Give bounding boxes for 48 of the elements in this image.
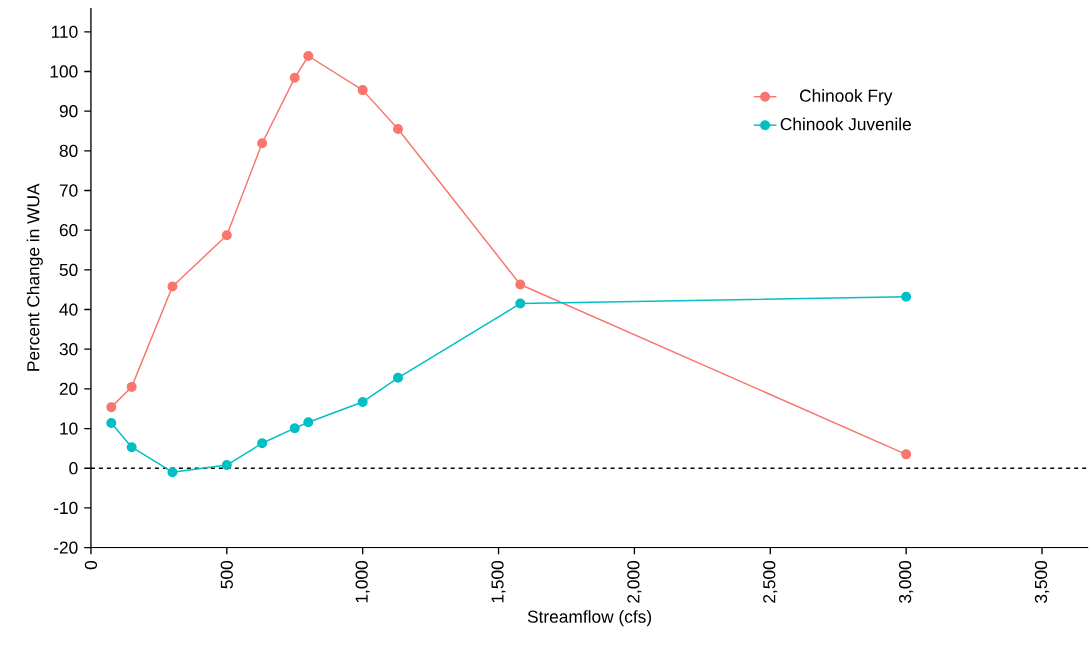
y-tick-label: 80 [59, 144, 78, 158]
y-tick-label: 40 [59, 303, 78, 316]
legend-label: Chinook Juvenile [780, 117, 911, 131]
x-tick-label: 0 [84, 561, 98, 570]
x-tick-label: 2,500 [763, 561, 778, 603]
x-tick-label: 1,000 [355, 561, 370, 603]
y-tick-label: 110 [51, 25, 78, 39]
point [392, 373, 403, 384]
y-axis-title: Percent Change in WUA [26, 183, 43, 371]
legend-label: Chinook Fry [799, 89, 893, 106]
point [126, 382, 137, 393]
point [901, 449, 912, 460]
y-tick-label: 20 [59, 382, 78, 396]
x-tick-label: 3,000 [898, 561, 914, 604]
point [392, 124, 403, 135]
point [106, 402, 117, 413]
y-tick-label: 60 [59, 224, 78, 237]
point [221, 230, 232, 241]
y-tick-label: 90 [59, 105, 78, 118]
point [257, 138, 268, 149]
point [515, 279, 526, 290]
point [289, 423, 300, 434]
point [289, 73, 300, 84]
point [357, 397, 368, 408]
x-axis-title: Streamflow (cfs) [527, 610, 652, 627]
point [357, 85, 368, 96]
point [303, 417, 314, 428]
x-tick-label: 3,500 [1034, 561, 1050, 604]
x-tick-label: 500 [220, 561, 233, 589]
point [167, 467, 178, 478]
point [126, 442, 137, 453]
point [901, 292, 912, 303]
point [515, 298, 526, 309]
x-tick-label: 2,000 [627, 561, 642, 603]
y-tick-label: -10 [53, 502, 78, 515]
point [167, 281, 178, 292]
y-tick-label: 100 [50, 65, 78, 78]
y-tick-label: 70 [59, 184, 78, 197]
y-tick-label: 50 [59, 263, 78, 277]
y-tick-label: -20 [53, 541, 78, 554]
point [221, 460, 232, 471]
x-tick-label: 1,500 [491, 561, 506, 603]
point [257, 438, 268, 449]
point [106, 418, 117, 429]
point [303, 51, 314, 62]
y-tick-label: 30 [59, 343, 78, 356]
y-tick-label: 10 [60, 422, 78, 435]
y-tick-label: 0 [69, 462, 78, 475]
